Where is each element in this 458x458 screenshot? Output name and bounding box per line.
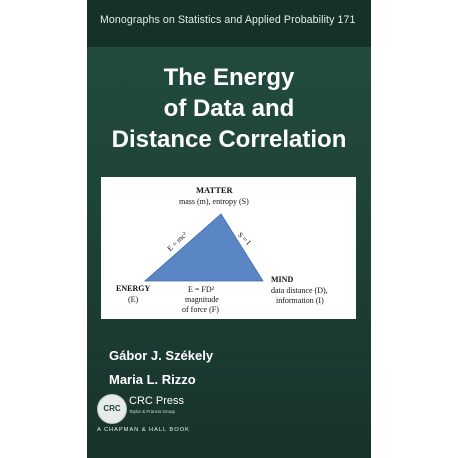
- energy-triangle-diagram: MATTER mass (m), entropy (S) E = mc² S =…: [101, 177, 356, 319]
- energy-triangle: [143, 213, 264, 282]
- mind-detail-1: data distance (D),: [271, 286, 328, 295]
- series-banner: Monographs on Statistics and Applied Pro…: [87, 0, 371, 47]
- book-title: The Energy of Data and Distance Correlat…: [95, 62, 363, 155]
- author-2: Maria L. Rizzo: [109, 372, 196, 387]
- energy-heading: ENERGY: [116, 284, 151, 293]
- author-1: Gábor J. Székely: [109, 348, 214, 363]
- title-line-1: The Energy: [163, 64, 295, 91]
- publisher-logo: CRC CRC Press Taylor & Francis Group A C…: [97, 392, 217, 433]
- matter-heading: MATTER: [196, 185, 233, 195]
- mind-heading: MIND: [271, 275, 294, 284]
- force-detail-1: magnitude: [185, 295, 219, 304]
- publisher-subtitle: Taylor & Francis Group: [129, 409, 176, 414]
- publisher-imprint: A CHAPMAN & HALL BOOK: [97, 427, 190, 433]
- force-detail-2: of force (F): [182, 305, 219, 314]
- mind-detail-2: information (I): [276, 296, 324, 305]
- crc-logo-text: CRC: [103, 404, 121, 413]
- title-line-2: of Data and: [163, 95, 295, 122]
- triangle-svg: [143, 213, 264, 282]
- crc-logo-icon: CRC: [97, 394, 127, 424]
- matter-detail: mass (m), entropy (S): [179, 197, 249, 206]
- book-cover: Monographs on Statistics and Applied Pro…: [87, 0, 371, 458]
- publisher-name: CRC Press: [129, 395, 185, 407]
- title-line-3: Distance Correlation: [111, 126, 347, 153]
- series-title: Monographs on Statistics and Applied Pro…: [100, 14, 356, 26]
- force-formula: E = FD²: [188, 285, 215, 294]
- energy-detail: (E): [128, 295, 139, 304]
